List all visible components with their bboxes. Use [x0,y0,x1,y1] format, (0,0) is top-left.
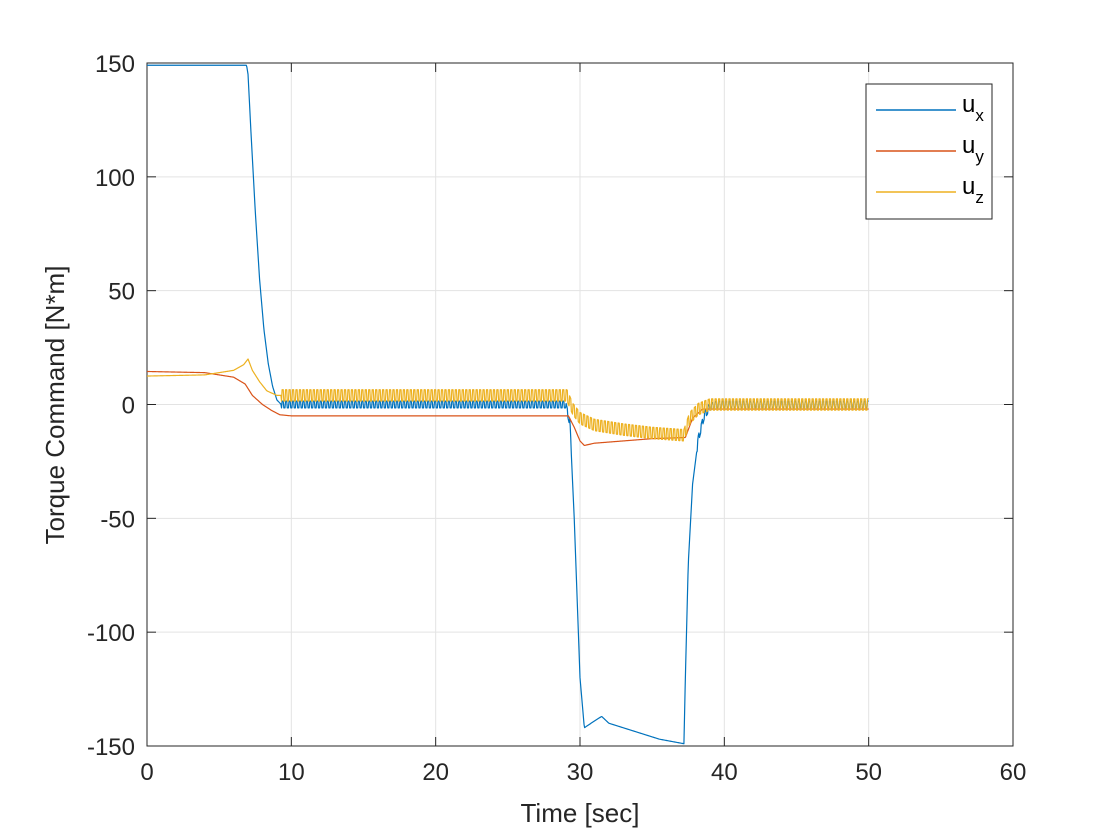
x-tick-label: 40 [711,759,738,786]
x-tick-label: 50 [855,759,882,786]
y-tick-label: 100 [95,165,135,192]
legend-label: ux [962,91,984,125]
x-tick-label: 10 [278,759,305,786]
x-tick-label: 20 [422,759,449,786]
series-lines [146,64,869,745]
x-tick-label: 60 [1000,759,1027,786]
y-tick-label: 150 [95,51,135,78]
tick-labels: 0 10 20 30 40 50 60 -150 -100 -50 0 50 100 150 [87,51,1026,786]
y-tick-label: -100 [87,620,135,647]
y-axis-label: Torque Command [N*m] [40,266,70,545]
axes [146,62,1014,747]
legend-label: uz [962,173,984,207]
series-line-u-z [146,358,869,442]
y-tick-label: -50 [100,506,135,533]
legend: ux uy uz [865,83,993,220]
y-tick-label: 50 [108,279,135,306]
x-tick-label: 0 [140,759,153,786]
x-tick-label: 30 [567,759,594,786]
y-tick-label: 0 [122,393,135,420]
legend-label: uy [962,132,984,166]
x-axis-label: Time [sec] [521,798,640,828]
y-tick-label: -150 [87,734,135,761]
